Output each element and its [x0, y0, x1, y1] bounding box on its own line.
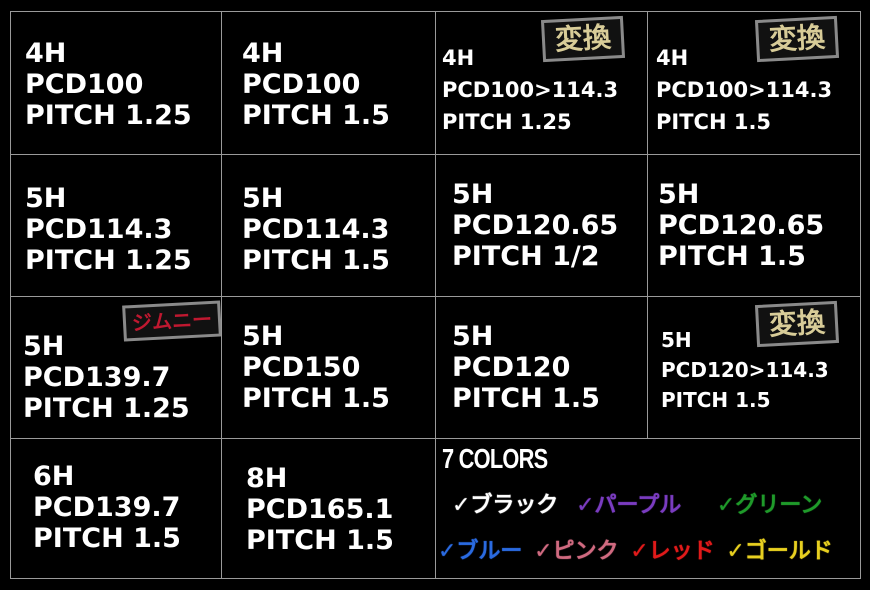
holes: 5H: [452, 321, 494, 352]
pcd: PCD100: [25, 69, 144, 100]
color-purple: ✓パープル: [576, 493, 682, 518]
spec-cell: 5H PCD120.65 PITCH 1.5: [647, 154, 861, 297]
holes: 8H: [246, 463, 288, 494]
pitch: PITCH 1.5: [242, 100, 390, 131]
color-gold: ✓ゴールド: [726, 539, 833, 564]
color-pink: ✓ピンク: [534, 539, 619, 564]
holes: 4H: [242, 38, 284, 69]
holes: 5H: [23, 331, 65, 362]
pcd: PCD139.7: [33, 492, 181, 523]
spec-cell: 6H PCD139.7 PITCH 1.5: [10, 438, 222, 579]
spec-cell: 4H PCD100>114.3 PITCH 1.25 変換: [435, 11, 648, 155]
spec-cell: 5H PCD139.7 PITCH 1.25 ジムニー: [10, 296, 222, 439]
pitch: PITCH 1.5: [661, 388, 771, 412]
pcd: PCD100>114.3: [442, 78, 619, 102]
spec-cell: 8H PCD165.1 PITCH 1.5: [221, 438, 436, 579]
pitch: PITCH 1.25: [442, 110, 572, 134]
pcd: PCD120.65: [658, 210, 825, 241]
spec-cell: 4H PCD100 PITCH 1.5: [221, 11, 436, 155]
pitch: PITCH 1.5: [242, 245, 390, 276]
holes: 4H: [442, 46, 475, 70]
colors-title: 7 COLORS: [442, 443, 548, 474]
pcd: PCD100: [242, 69, 361, 100]
color-green: ✓グリーン: [716, 493, 823, 518]
jimny-badge: ジムニー: [122, 300, 222, 342]
spec-cell: 5H PCD120.65 PITCH 1/2: [435, 154, 648, 297]
spec-cell: 5H PCD114.3 PITCH 1.5: [221, 154, 436, 297]
pcd: PCD114.3: [25, 214, 173, 245]
color-blue: ✓ブルー: [438, 539, 523, 564]
pitch: PITCH 1.5: [246, 525, 394, 556]
pitch: PITCH 1.25: [25, 100, 192, 131]
spec-cell: 5H PCD150 PITCH 1.5: [221, 296, 436, 439]
pcd: PCD120: [452, 352, 571, 383]
pcd: PCD139.7: [23, 362, 171, 393]
pitch: PITCH 1.5: [452, 383, 600, 414]
color-red: ✓レッド: [630, 539, 715, 564]
pitch: PITCH 1.5: [658, 241, 806, 272]
pitch: PITCH 1.5: [33, 523, 181, 554]
pcd: PCD150: [242, 352, 361, 383]
conversion-badge: 変換: [754, 15, 840, 63]
colors-cell: 7 COLORS ✓ブラック ✓パープル ✓グリーン ✓ブルー ✓ピンク ✓レッ…: [435, 438, 861, 579]
pitch: PITCH 1.5: [656, 110, 772, 134]
spec-cell: 5H PCD120>114.3 PITCH 1.5 変換: [647, 296, 861, 439]
holes: 4H: [25, 38, 67, 69]
holes: 5H: [242, 183, 284, 214]
pcd: PCD165.1: [246, 494, 394, 525]
pcd: PCD120>114.3: [661, 358, 829, 382]
holes: 6H: [33, 461, 75, 492]
conversion-badge: 変換: [754, 300, 840, 348]
spec-cell: 5H PCD114.3 PITCH 1.25: [10, 154, 222, 297]
holes: 5H: [658, 179, 700, 210]
pitch: PITCH 1.5: [242, 383, 390, 414]
pcd: PCD120.65: [452, 210, 619, 241]
pcd: PCD100>114.3: [656, 78, 833, 102]
holes: 5H: [661, 328, 692, 352]
holes: 5H: [242, 321, 284, 352]
pitch: PITCH 1.25: [25, 245, 192, 276]
spec-cell: 5H PCD120 PITCH 1.5: [435, 296, 648, 439]
holes: 5H: [452, 179, 494, 210]
spec-cell: 4H PCD100>114.3 PITCH 1.5 変換: [647, 11, 861, 155]
pcd: PCD114.3: [242, 214, 390, 245]
holes: 5H: [25, 183, 67, 214]
pitch: PITCH 1/2: [452, 241, 600, 272]
conversion-badge: 変換: [540, 15, 626, 63]
pitch: PITCH 1.25: [23, 393, 190, 424]
spec-cell: 4H PCD100 PITCH 1.25: [10, 11, 222, 155]
color-black: ✓ブラック: [452, 493, 559, 518]
holes: 4H: [656, 46, 689, 70]
